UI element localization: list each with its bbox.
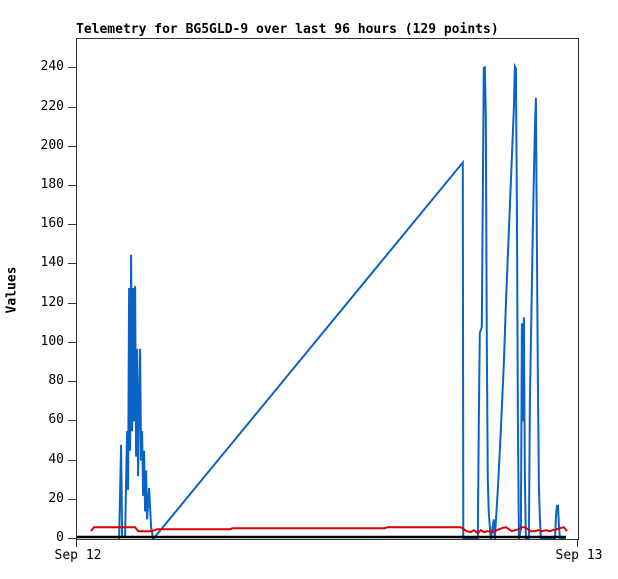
y-tick-label: 140 <box>40 255 64 271</box>
y-tick-mark <box>68 420 76 422</box>
y-tick-label: 200 <box>40 137 64 153</box>
y-tick-label: 80 <box>48 373 64 389</box>
y-tick-mark <box>68 538 76 539</box>
y-tick-mark <box>68 185 76 187</box>
y-tick-mark <box>68 263 76 265</box>
x-tick-mark <box>76 539 77 547</box>
y-tick-mark <box>68 67 76 69</box>
y-tick-mark <box>68 106 76 108</box>
y-tick-label: 120 <box>40 294 64 310</box>
y-tick-label: 240 <box>40 59 64 75</box>
y-tick-mark <box>68 302 76 304</box>
series-channel-1-blue <box>118 62 566 539</box>
plot-area <box>76 38 579 540</box>
y-tick-label: 40 <box>48 451 64 467</box>
y-tick-label: 220 <box>40 98 64 114</box>
y-tick-label: 20 <box>48 490 64 506</box>
x-tick-mark <box>577 539 578 547</box>
x-tick-label: Sep 13 <box>555 548 603 563</box>
y-tick-mark <box>68 145 76 147</box>
x-tick-label: Sep 12 <box>54 548 102 563</box>
y-tick-mark <box>68 224 76 226</box>
chart-canvas <box>77 62 568 539</box>
y-tick-label: 180 <box>40 177 64 193</box>
series-channel-2-red <box>90 526 568 535</box>
y-tick-label: 60 <box>48 412 64 428</box>
y-tick-label: 0 <box>56 530 64 545</box>
y-tick-mark <box>68 459 76 461</box>
y-tick-mark <box>68 498 76 500</box>
y-tick-label: 100 <box>40 333 64 349</box>
chart-title: Telemetry for BG5GLD-9 over last 96 hour… <box>76 22 499 37</box>
y-tick-label: 160 <box>40 216 64 232</box>
y-tick-mark <box>68 381 76 383</box>
y-tick-mark <box>68 341 76 343</box>
